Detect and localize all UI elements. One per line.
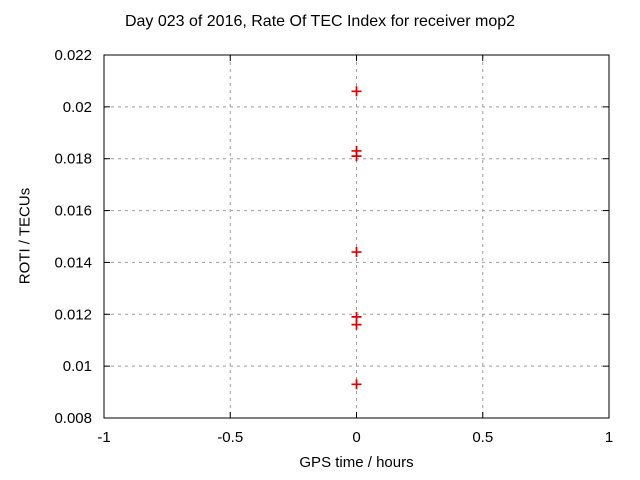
y-tick-label: 0.022 bbox=[54, 47, 92, 64]
x-tick-label: -1 bbox=[97, 429, 110, 446]
y-tick-label: 0.016 bbox=[54, 203, 92, 220]
x-axis-label: GPS time / hours bbox=[299, 454, 414, 471]
y-tick-label: 0.02 bbox=[63, 99, 92, 116]
y-tick-label: 0.014 bbox=[54, 254, 92, 271]
y-tick-label: 0.008 bbox=[54, 410, 92, 427]
data-point-cross bbox=[351, 379, 362, 390]
x-tick-label: 0 bbox=[352, 429, 360, 446]
chart-title: Day 023 of 2016, Rate Of TEC Index for r… bbox=[124, 13, 516, 30]
x-tick-label: 0.5 bbox=[472, 429, 493, 446]
y-tick-label: 0.01 bbox=[63, 358, 92, 375]
data-point-cross bbox=[351, 86, 362, 97]
y-tick-label: 0.018 bbox=[54, 151, 92, 168]
data-point-cross bbox=[351, 151, 362, 162]
x-tick-label: -0.5 bbox=[217, 429, 243, 446]
data-point-cross bbox=[351, 247, 362, 258]
y-tick-label: 0.012 bbox=[54, 306, 92, 323]
x-tick-label: 1 bbox=[605, 429, 613, 446]
data-point-cross bbox=[351, 319, 362, 330]
y-axis-label: ROTI / TECUs bbox=[16, 187, 34, 285]
